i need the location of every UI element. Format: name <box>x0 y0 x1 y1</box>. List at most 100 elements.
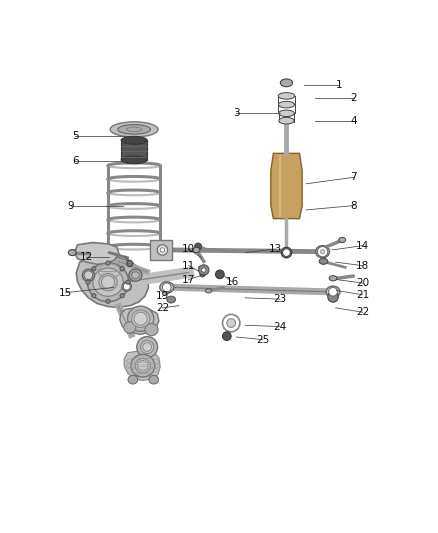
Circle shape <box>328 287 337 296</box>
Circle shape <box>227 319 236 327</box>
Text: 3: 3 <box>233 108 240 118</box>
Circle shape <box>328 292 338 302</box>
Circle shape <box>162 283 171 292</box>
Ellipse shape <box>129 269 142 281</box>
Circle shape <box>92 266 96 271</box>
Text: 10: 10 <box>182 244 195 254</box>
Circle shape <box>106 299 110 303</box>
Text: 21: 21 <box>356 290 369 300</box>
Text: 12: 12 <box>80 252 93 262</box>
Circle shape <box>106 261 110 265</box>
Text: 22: 22 <box>156 303 169 313</box>
Text: 5: 5 <box>72 131 79 141</box>
Circle shape <box>223 332 231 341</box>
Circle shape <box>138 360 148 371</box>
Circle shape <box>143 343 152 351</box>
Ellipse shape <box>329 276 337 281</box>
Ellipse shape <box>319 258 328 264</box>
Text: 1: 1 <box>336 79 342 90</box>
Ellipse shape <box>135 359 150 373</box>
Ellipse shape <box>149 375 159 384</box>
Text: 13: 13 <box>269 244 282 254</box>
Circle shape <box>223 314 240 332</box>
Ellipse shape <box>145 324 158 336</box>
Ellipse shape <box>326 286 340 297</box>
Text: 19: 19 <box>156 291 169 301</box>
Circle shape <box>283 249 290 256</box>
Text: 16: 16 <box>226 277 239 287</box>
Circle shape <box>160 248 165 252</box>
Circle shape <box>134 312 147 325</box>
Ellipse shape <box>124 322 136 333</box>
Polygon shape <box>120 308 159 334</box>
Ellipse shape <box>193 247 200 253</box>
Ellipse shape <box>316 246 329 258</box>
Ellipse shape <box>280 79 293 87</box>
Ellipse shape <box>127 306 154 332</box>
Circle shape <box>84 271 93 279</box>
Ellipse shape <box>87 263 129 302</box>
Text: 14: 14 <box>356 240 369 251</box>
Ellipse shape <box>68 249 76 256</box>
Ellipse shape <box>279 110 294 117</box>
Ellipse shape <box>281 247 292 258</box>
Text: 6: 6 <box>72 156 79 166</box>
Text: 20: 20 <box>356 278 369 288</box>
Circle shape <box>127 261 133 266</box>
Text: 4: 4 <box>350 116 357 126</box>
Ellipse shape <box>141 341 154 353</box>
Ellipse shape <box>121 156 147 164</box>
Circle shape <box>321 249 325 254</box>
Circle shape <box>200 272 205 277</box>
Circle shape <box>86 280 90 284</box>
Circle shape <box>201 268 206 272</box>
Polygon shape <box>74 243 119 264</box>
Ellipse shape <box>339 237 346 243</box>
Circle shape <box>318 246 328 257</box>
Text: 7: 7 <box>350 172 357 182</box>
Circle shape <box>126 280 130 284</box>
Ellipse shape <box>128 375 138 384</box>
Ellipse shape <box>121 136 147 144</box>
Ellipse shape <box>99 273 117 291</box>
Text: 18: 18 <box>356 261 369 271</box>
Ellipse shape <box>122 282 131 292</box>
Ellipse shape <box>167 296 176 303</box>
Text: 17: 17 <box>182 274 195 285</box>
Circle shape <box>215 270 224 279</box>
Polygon shape <box>150 240 172 260</box>
Ellipse shape <box>131 354 155 377</box>
Ellipse shape <box>93 268 123 296</box>
Circle shape <box>198 265 209 275</box>
Text: 15: 15 <box>59 288 72 297</box>
Ellipse shape <box>279 101 294 108</box>
Ellipse shape <box>131 272 139 279</box>
Ellipse shape <box>131 310 150 327</box>
Circle shape <box>120 294 124 298</box>
Polygon shape <box>124 351 160 381</box>
Ellipse shape <box>205 289 212 293</box>
Ellipse shape <box>279 117 294 124</box>
Ellipse shape <box>110 122 158 137</box>
Text: 23: 23 <box>273 294 286 304</box>
Polygon shape <box>271 154 302 219</box>
Ellipse shape <box>137 336 158 358</box>
Text: 25: 25 <box>256 335 269 345</box>
Circle shape <box>92 294 96 298</box>
Ellipse shape <box>118 125 150 134</box>
Text: 8: 8 <box>350 200 357 211</box>
Text: 22: 22 <box>356 307 369 317</box>
Text: 2: 2 <box>350 93 357 103</box>
Ellipse shape <box>160 282 174 293</box>
Text: 9: 9 <box>68 200 74 211</box>
Polygon shape <box>76 257 148 308</box>
Circle shape <box>120 266 124 271</box>
Text: 11: 11 <box>182 261 195 271</box>
Ellipse shape <box>82 269 95 281</box>
Circle shape <box>102 276 115 289</box>
Polygon shape <box>121 140 147 160</box>
Circle shape <box>194 243 201 250</box>
Circle shape <box>157 245 168 255</box>
Circle shape <box>123 283 130 290</box>
Text: 24: 24 <box>273 321 286 332</box>
